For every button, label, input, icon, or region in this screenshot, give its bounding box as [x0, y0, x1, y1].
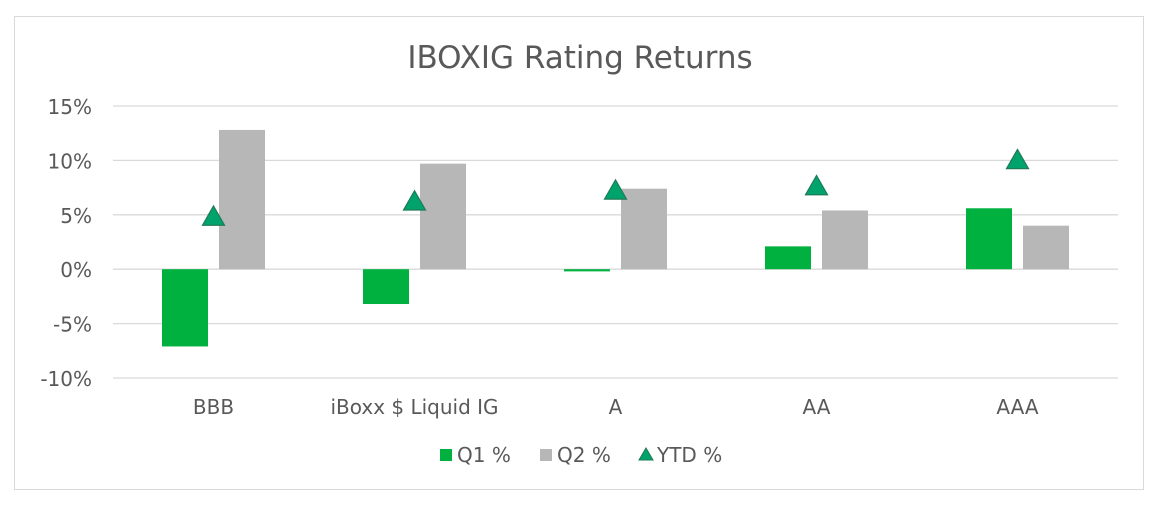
ytd-marker — [402, 189, 427, 211]
x-tick-label: A — [609, 395, 623, 419]
bar-q2 — [219, 129, 265, 270]
legend-swatch — [638, 447, 654, 461]
legend-swatch — [540, 449, 552, 461]
y-tick-label: 15% — [48, 95, 92, 119]
bars — [162, 129, 1069, 347]
ytd-marker — [1005, 148, 1030, 170]
y-tick-label: -10% — [40, 367, 92, 391]
ytd-marker — [201, 204, 226, 226]
bar-q1 — [564, 269, 610, 272]
legend-label: YTD % — [656, 443, 722, 467]
legend-label: Q2 % — [557, 443, 611, 467]
bar-q2 — [621, 188, 667, 270]
bar-q2 — [822, 210, 868, 270]
ytd-marker — [603, 178, 628, 200]
bar-q1 — [363, 269, 409, 305]
ytd-markers — [201, 148, 1030, 226]
y-tick-label: 0% — [60, 258, 92, 282]
legend: Q1 % Q2 % YTD % — [440, 443, 722, 467]
bar-q1 — [765, 246, 811, 270]
bar-q2 — [420, 163, 466, 270]
chart-title: IBOXIG Rating Returns — [407, 40, 752, 76]
y-tick-label: -5% — [53, 313, 92, 337]
x-tick-label: BBB — [193, 395, 234, 419]
bar-q1 — [162, 269, 208, 347]
y-tick-label: 10% — [48, 149, 92, 173]
bar-q2 — [1023, 225, 1069, 270]
chart-frame — [14, 16, 1144, 490]
gridlines — [113, 105, 1118, 379]
x-tick-label: AAA — [996, 395, 1038, 419]
ytd-marker — [804, 174, 829, 196]
legend-label: Q1 % — [457, 443, 511, 467]
x-tick-label: AA — [803, 395, 831, 419]
y-tick-label: 5% — [60, 204, 92, 228]
legend-swatch — [440, 449, 452, 461]
x-tick-label: iBoxx $ Liquid IG — [330, 395, 498, 419]
y-axis-ticks: 15% 10% 5% 0% -5% -10% — [40, 95, 92, 391]
x-axis-ticks: BBB iBoxx $ Liquid IG A AA AAA — [193, 395, 1039, 419]
bar-q1 — [966, 208, 1012, 270]
